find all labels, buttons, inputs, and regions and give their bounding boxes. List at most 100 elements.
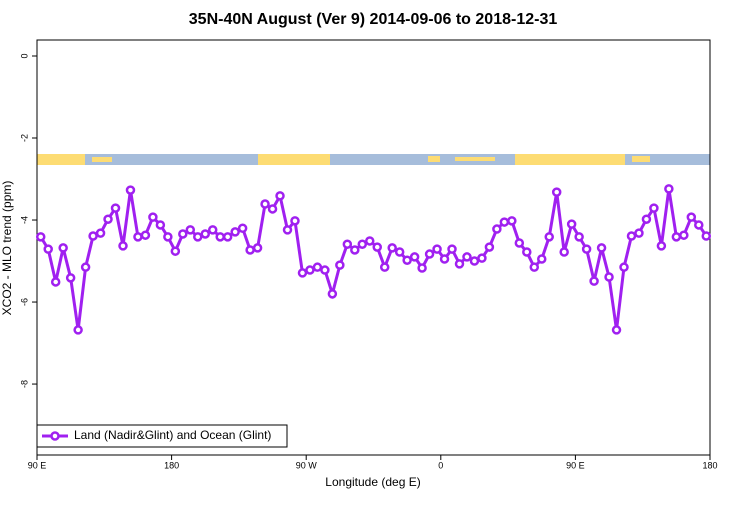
data-point [148, 212, 158, 222]
data-point [275, 191, 285, 201]
data-point [604, 272, 614, 282]
data-point [574, 232, 584, 242]
y-tick-label: 0 [19, 53, 29, 58]
data-point [170, 246, 181, 256]
data-point [140, 230, 151, 240]
data-point [537, 254, 547, 264]
data-point [252, 243, 263, 253]
data-point [260, 199, 270, 209]
data-point [619, 262, 629, 272]
data-point [694, 220, 704, 230]
data-point [110, 203, 121, 213]
data-point [207, 225, 218, 235]
data-point [387, 243, 397, 253]
data-point [80, 262, 91, 272]
data-point [118, 241, 128, 251]
data-point [163, 232, 173, 242]
data-point [379, 262, 390, 272]
data-point [551, 187, 562, 197]
x-tick-label: 180 [702, 460, 717, 470]
legend-marker [50, 431, 60, 441]
data-point [95, 228, 106, 238]
data-point [469, 256, 480, 266]
data-point [484, 242, 495, 252]
x-axis-label: Longitude (deg E) [325, 475, 420, 489]
data-point [417, 263, 427, 273]
data-point [462, 252, 472, 262]
data-point [327, 289, 338, 299]
data-point [649, 203, 659, 213]
data-point [477, 253, 487, 263]
data-point [237, 223, 248, 233]
data-point [522, 247, 532, 257]
data-point [402, 255, 412, 265]
data-point [492, 224, 502, 234]
y-tick-label: -4 [19, 216, 29, 224]
data-point [394, 247, 405, 257]
data-point [335, 260, 345, 270]
chart-title: 35N-40N August (Ver 9) 2014-09-06 to 201… [189, 11, 558, 28]
data-point [409, 252, 420, 262]
data-point [559, 247, 569, 257]
data-point [581, 244, 592, 254]
data-point [342, 239, 353, 249]
data-point [432, 244, 442, 254]
x-tick-label: 90 E [566, 460, 585, 470]
data-point [267, 204, 278, 214]
data-point [611, 325, 622, 335]
data-point [155, 220, 166, 230]
x-tick-label: 180 [164, 460, 179, 470]
data-point [454, 259, 465, 269]
data-point [103, 214, 113, 224]
data-point [372, 242, 382, 252]
data-point [686, 212, 697, 222]
data-point [544, 232, 554, 242]
data-point [566, 219, 577, 229]
data-point [626, 231, 637, 241]
data-point [230, 227, 240, 237]
data-point [365, 236, 375, 246]
data-point [305, 265, 315, 275]
legend-label: Land (Nadir&Glint) and Ocean (Glint) [74, 428, 271, 442]
data-point [671, 232, 682, 242]
data-point [125, 185, 136, 195]
y-tick-label: -6 [19, 298, 29, 306]
plot-frame [36, 39, 711, 456]
data-point [215, 232, 225, 242]
y-axis-label: XCO2 - MLO trend (ppm) [0, 181, 14, 316]
data-point [507, 216, 517, 226]
data-point [312, 262, 323, 272]
data-point [245, 245, 255, 255]
data-point [133, 232, 143, 242]
data-point [50, 277, 61, 287]
data-point [65, 273, 76, 283]
data-point [222, 232, 233, 242]
data-point [35, 232, 46, 242]
data-point [88, 231, 98, 241]
series-line [39, 188, 708, 331]
data-point [514, 238, 525, 248]
data-point [447, 244, 457, 254]
data-point [282, 225, 293, 235]
data-point [656, 241, 667, 251]
data-point [424, 249, 435, 259]
x-tick-label: 90 E [28, 460, 47, 470]
data-point [297, 268, 308, 278]
x-tick-label: 0 [438, 460, 443, 470]
data-point [58, 243, 68, 253]
data-point [634, 228, 644, 238]
y-tick-label: -8 [19, 380, 29, 388]
data-point [73, 325, 83, 335]
data-point [320, 265, 330, 275]
data-point [178, 229, 188, 239]
land-ocean-strip [37, 154, 710, 165]
data-point [43, 244, 53, 254]
data-point [439, 254, 450, 264]
data-point [499, 217, 510, 227]
data-point [193, 232, 203, 242]
legend-box [36, 424, 288, 448]
data-point [529, 262, 540, 272]
data-point [589, 276, 599, 286]
data-point [664, 184, 674, 194]
